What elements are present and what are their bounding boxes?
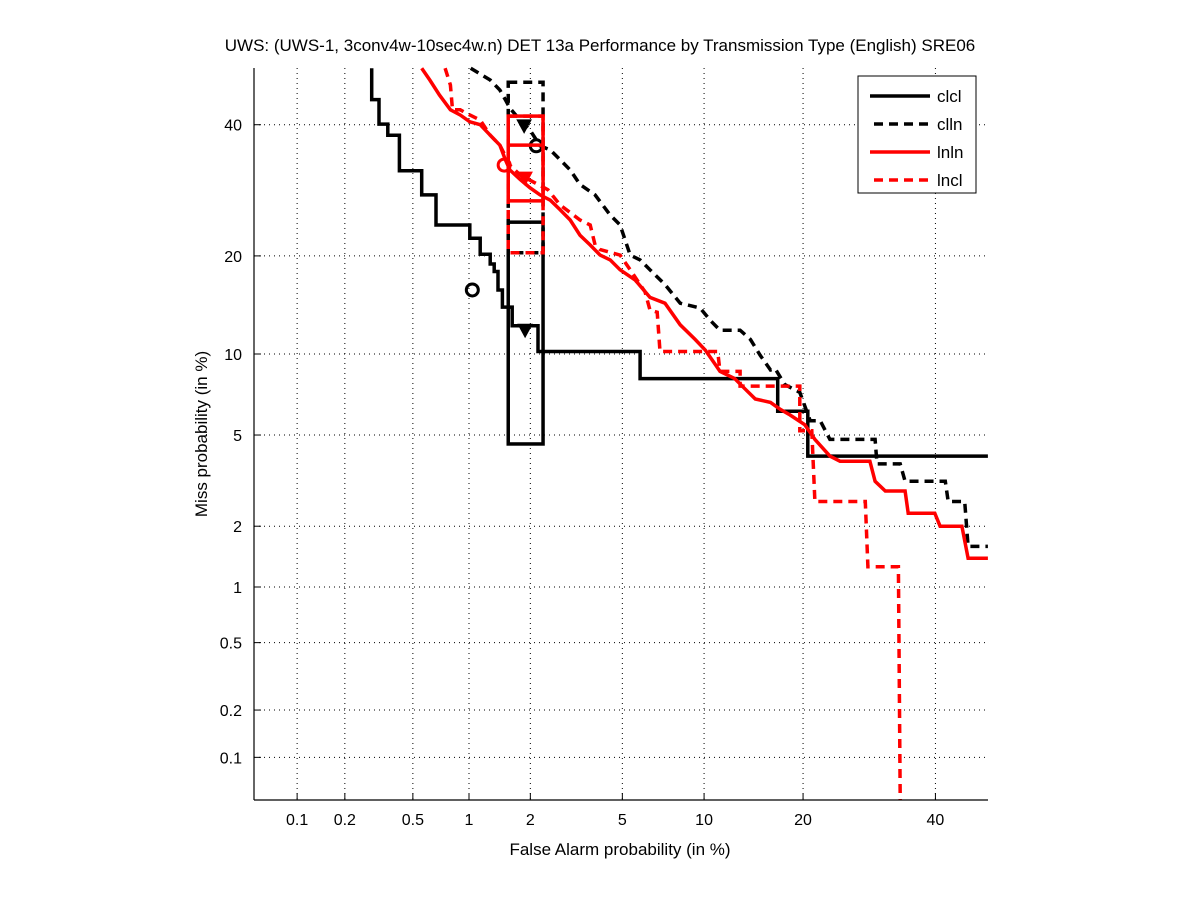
curves bbox=[369, 66, 988, 800]
series-line-lncl bbox=[443, 67, 902, 800]
legend-label-lncl: lncl bbox=[937, 171, 963, 190]
x-tick-label: 10 bbox=[695, 812, 713, 829]
chart-title: UWS: (UWS-1, 3conv4w-10sec4w.n) DET 13a … bbox=[225, 36, 976, 55]
marker-circle-clcl bbox=[464, 282, 480, 298]
y-axis-label: Miss probability (in %) bbox=[192, 351, 211, 517]
marker-triangle-clln bbox=[516, 119, 532, 134]
y-tick-label: 5 bbox=[233, 428, 242, 445]
legend-label-clcl: clcl bbox=[937, 87, 962, 106]
x-tick-label: 1 bbox=[465, 812, 474, 829]
x-tick-label: 0.1 bbox=[286, 812, 308, 829]
y-ticks: 0.1 0.2 0.5 1 2 5 10 20 40 bbox=[220, 118, 261, 767]
y-tick-label: 20 bbox=[224, 249, 242, 266]
y-tick-label: 0.1 bbox=[220, 750, 242, 767]
series-line-clcl bbox=[369, 68, 988, 458]
legend-label-lnln: lnln bbox=[937, 143, 963, 162]
y-tick-label: 2 bbox=[233, 519, 242, 536]
x-tick-label: 0.5 bbox=[402, 812, 424, 829]
x-tick-label: 5 bbox=[618, 812, 627, 829]
x-axis-label: False Alarm probability (in %) bbox=[509, 840, 730, 859]
y-tick-label: 10 bbox=[224, 347, 242, 364]
confidence-box-clcl bbox=[506, 220, 545, 446]
x-ticks: 0.1 0.2 0.5 1 2 5 10 20 40 bbox=[286, 793, 944, 829]
y-tick-label: 40 bbox=[224, 118, 242, 135]
marker-triangle-clcl bbox=[517, 323, 533, 339]
x-tick-label: 40 bbox=[927, 812, 945, 829]
y-tick-label: 0.5 bbox=[220, 636, 242, 653]
y-tick-label: 0.2 bbox=[220, 703, 242, 720]
legend: clcl clln lnln lncl bbox=[857, 75, 977, 194]
grid-lines bbox=[254, 68, 988, 800]
x-tick-label: 0.2 bbox=[334, 812, 356, 829]
confidence-box-clln bbox=[506, 80, 545, 255]
x-tick-label: 2 bbox=[526, 812, 535, 829]
legend-label-clln: clln bbox=[937, 115, 963, 134]
x-tick-label: 20 bbox=[794, 812, 812, 829]
y-tick-label: 1 bbox=[233, 580, 242, 597]
series-line-clln bbox=[469, 66, 988, 549]
confidence-box-lncl bbox=[506, 114, 545, 255]
